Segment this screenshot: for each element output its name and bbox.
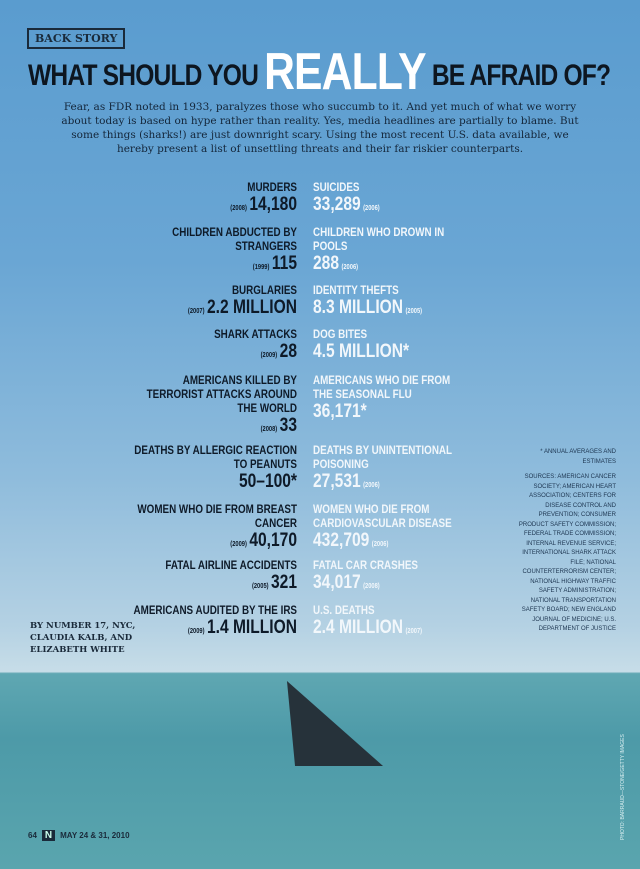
- threat-left: DEATHS BY ALLERGIC REACTION TO PEANUTS 5…: [133, 443, 297, 492]
- threat-value: 2.2 MILLION: [206, 297, 297, 318]
- threat-label: AMERICANS AUDITED BY THE IRS: [133, 603, 297, 617]
- year: (2007): [187, 308, 205, 315]
- year: (2008): [230, 205, 247, 212]
- sources-list: SOURCES: AMERICAN CANCER SOCIETY; AMERIC…: [518, 474, 616, 632]
- threat-label: U.S. DEATHS: [313, 603, 375, 617]
- threat-right: FATAL CAR CRASHES 34,017 (2008): [313, 558, 469, 593]
- threat-value: 14,180: [249, 194, 297, 215]
- year: (2006): [363, 482, 380, 489]
- year: (2008): [260, 426, 278, 433]
- threat-label: SUICIDES: [313, 180, 360, 194]
- threat-left: FATAL AIRLINE ACCIDENTS (2005) 321: [133, 558, 297, 593]
- threat-right: DOG BITES 4.5 MILLION*: [313, 327, 469, 362]
- year: (2009): [187, 628, 205, 635]
- threat-right: IDENTITY THEFTS 8.3 MILLION (2005): [313, 283, 469, 318]
- threat-value: 321: [271, 572, 297, 593]
- threat-right: DEATHS BY UNINTENTIONAL POISONING 27,531…: [313, 443, 469, 492]
- threat-value: 8.3 MILLION: [313, 297, 404, 318]
- threat-value: 34,017: [313, 572, 361, 593]
- threat-label: AMERICANS WHO DIE FROM THE SEASONAL FLU: [313, 373, 451, 401]
- sources-note: * ANNUAL AVERAGES AND ESTIMATES SOURCES:…: [512, 448, 616, 635]
- threat-label: FATAL AIRLINE ACCIDENTS: [165, 558, 297, 572]
- threat-label: AMERICANS KILLED BY TERRORIST ATTACKS AR…: [146, 373, 297, 415]
- headline-part: WHAT SHOULD YOU: [28, 59, 259, 92]
- threat-label: FATAL CAR CRASHES: [313, 558, 418, 572]
- threat-left: SHARK ATTACKS (2009) 28: [133, 327, 297, 362]
- threat-left: MURDERS (2008) 14,180: [133, 180, 297, 215]
- threat-value: 33: [279, 415, 297, 436]
- threat-left: AMERICANS KILLED BY TERRORIST ATTACKS AR…: [133, 373, 297, 436]
- threat-label: IDENTITY THEFTS: [313, 283, 399, 297]
- page-footer: 64 N MAY 24 & 31, 2010: [28, 830, 130, 841]
- threat-label: MURDERS: [247, 180, 297, 194]
- threat-value: 40,170: [249, 530, 297, 551]
- asterisk-note: * ANNUAL AVERAGES AND ESTIMATES: [540, 449, 616, 465]
- threat-label: WOMEN WHO DIE FROM BREAST CANCER: [137, 502, 297, 530]
- intro-paragraph: Fear, as FDR noted in 1933, paralyzes th…: [61, 101, 579, 155]
- threat-left: BURGLARIES (2007) 2.2 MILLION: [133, 283, 297, 318]
- threat-label: CHILDREN ABDUCTED BY STRANGERS: [172, 225, 297, 253]
- byline-line: BY NUMBER 17, NYC,: [30, 621, 136, 631]
- headline-part: BE AFRAID OF?: [431, 59, 611, 92]
- threat-value: 27,531: [313, 471, 361, 492]
- page-number: 64: [28, 831, 37, 840]
- byline: BY NUMBER 17, NYC, CLAUDIA KALB, AND ELI…: [30, 620, 135, 656]
- year: (2009): [230, 541, 247, 548]
- threat-label: WOMEN WHO DIE FROM CARDIOVASCULAR DISEAS…: [313, 502, 452, 530]
- threat-right: AMERICANS WHO DIE FROM THE SEASONAL FLU …: [313, 373, 469, 422]
- threat-value: 432,709: [313, 530, 370, 551]
- threat-label: SHARK ATTACKS: [214, 327, 297, 341]
- threat-value: 33,289: [313, 194, 361, 215]
- threat-label: CHILDREN WHO DROWN IN POOLS: [313, 225, 445, 253]
- year: (2007): [405, 628, 423, 635]
- threat-right: SUICIDES 33,289 (2006): [313, 180, 469, 215]
- threat-value: 28: [279, 341, 297, 362]
- threat-value: 4.5 MILLION*: [313, 341, 410, 362]
- threat-value: 2.4 MILLION: [313, 617, 404, 638]
- threat-label: DEATHS BY ALLERGIC REACTION TO PEANUTS: [134, 443, 297, 471]
- threat-right: CHILDREN WHO DROWN IN POOLS 288 (2006): [313, 225, 469, 274]
- year: (2006): [341, 264, 359, 271]
- threat-left: CHILDREN ABDUCTED BY STRANGERS (1999) 115: [133, 225, 297, 274]
- year: (2008): [363, 583, 380, 590]
- threat-value: 288: [313, 253, 339, 274]
- threat-value: 115: [271, 253, 297, 274]
- threat-right: U.S. DEATHS 2.4 MILLION (2007): [313, 603, 469, 638]
- year: (2006): [371, 541, 389, 548]
- threat-label: BURGLARIES: [231, 283, 297, 297]
- threat-value: 50–100*: [238, 471, 297, 492]
- threat-right: WOMEN WHO DIE FROM CARDIOVASCULAR DISEAS…: [313, 502, 469, 551]
- threat-left: AMERICANS AUDITED BY THE IRS (2009) 1.4 M…: [133, 603, 297, 638]
- threat-label: DEATHS BY UNINTENTIONAL POISONING: [313, 443, 452, 471]
- photo-credit: PHOTO: BARRAUD—STONE/GETTY IMAGES: [620, 734, 626, 840]
- year: (1999): [252, 264, 270, 271]
- byline-line: CLAUDIA KALB, AND: [30, 633, 133, 643]
- year: (2005): [405, 308, 423, 315]
- threat-value: 36,171*: [313, 401, 367, 422]
- threat-label: DOG BITES: [313, 327, 368, 341]
- year: (2005): [251, 583, 269, 590]
- issue-date: MAY 24 & 31, 2010: [60, 831, 130, 840]
- year: (2006): [363, 205, 380, 212]
- byline-line: ELIZABETH WHITE: [30, 645, 125, 655]
- headline: WHAT SHOULD YOU REALLY BE AFRAID OF?: [28, 46, 611, 98]
- magazine-logo: N: [41, 830, 56, 841]
- year: (2009): [260, 352, 278, 359]
- shark-fin-image: [276, 681, 384, 766]
- threat-value: 1.4 MILLION: [206, 617, 297, 638]
- section-tag: BACK STORY: [27, 28, 126, 49]
- headline-emphasis: REALLY: [264, 43, 427, 101]
- threat-left: WOMEN WHO DIE FROM BREAST CANCER (2009) 4…: [133, 502, 297, 551]
